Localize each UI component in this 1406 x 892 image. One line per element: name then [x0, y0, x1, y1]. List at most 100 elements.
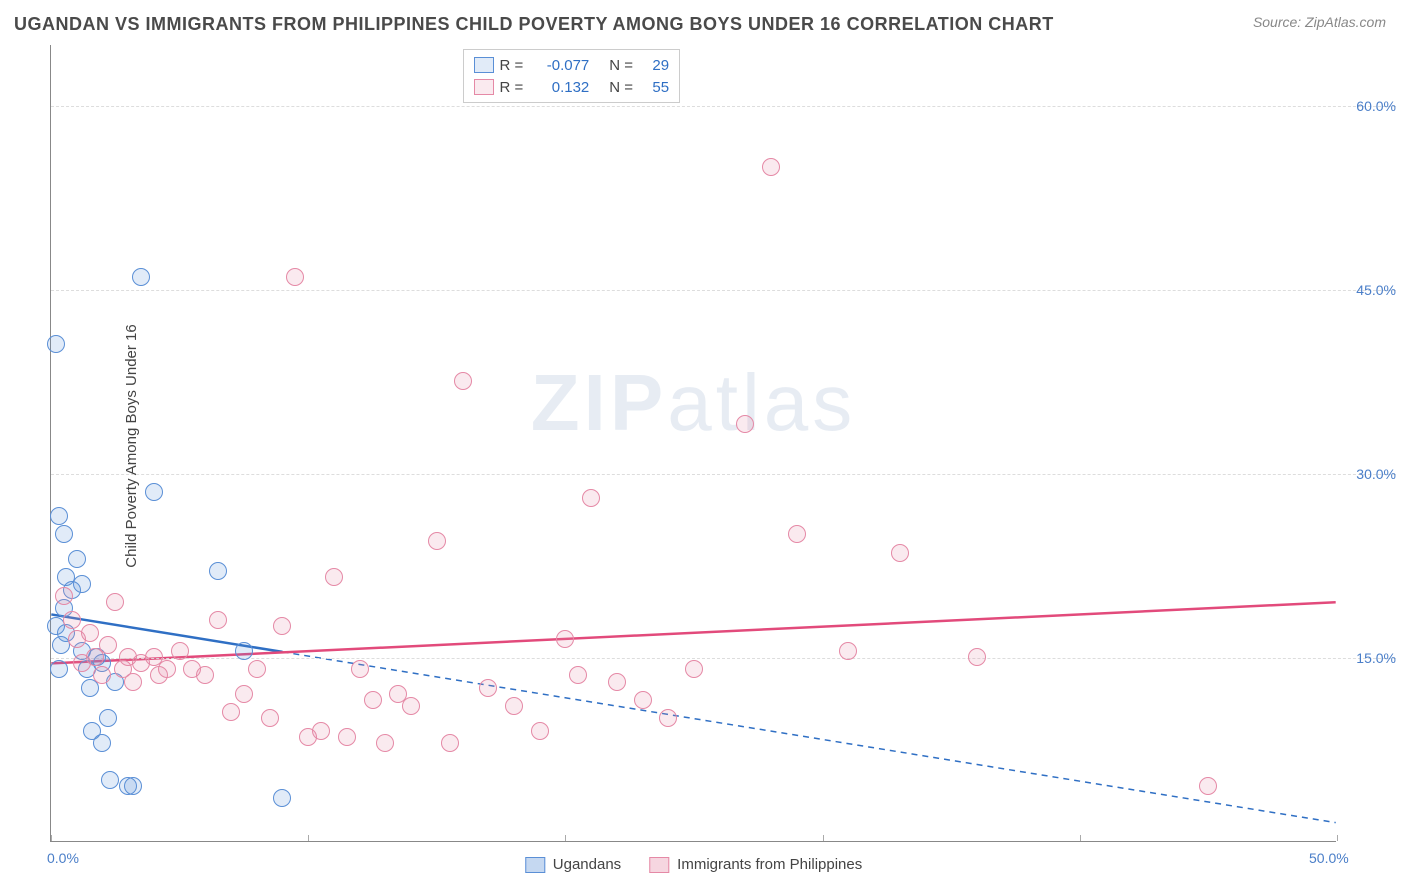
scatter-point	[685, 660, 703, 678]
scatter-point	[106, 593, 124, 611]
legend-row: R = 0.132 N = 55	[474, 76, 670, 98]
chart-container: UGANDAN VS IMMIGRANTS FROM PHILIPPINES C…	[0, 0, 1406, 892]
scatter-point	[839, 642, 857, 660]
scatter-point	[569, 666, 587, 684]
watermark: ZIPatlas	[531, 357, 856, 449]
legend-label: Ugandans	[553, 856, 621, 873]
legend-swatch	[474, 79, 494, 95]
x-tick-label: 50.0%	[1309, 850, 1349, 866]
scatter-point	[582, 489, 600, 507]
legend-item-philippines: Immigrants from Philippines	[649, 856, 862, 873]
scatter-point	[261, 709, 279, 727]
scatter-point	[93, 666, 111, 684]
r-value: -0.077	[529, 57, 589, 74]
n-value: 29	[639, 57, 669, 74]
x-tick	[823, 835, 824, 841]
scatter-point	[63, 611, 81, 629]
scatter-point	[659, 709, 677, 727]
scatter-point	[736, 415, 754, 433]
r-value: 0.132	[529, 79, 589, 96]
scatter-point	[55, 525, 73, 543]
x-tick-label: 0.0%	[47, 850, 79, 866]
legend-label: Immigrants from Philippines	[677, 856, 862, 873]
gridline-h	[51, 658, 1396, 659]
scatter-point	[338, 728, 356, 746]
scatter-point	[101, 771, 119, 789]
scatter-point	[171, 642, 189, 660]
legend-row: R = -0.077 N = 29	[474, 54, 670, 76]
scatter-point	[209, 611, 227, 629]
correlation-legend: R = -0.077 N = 29 R = 0.132 N = 55	[463, 49, 681, 103]
source-label: Source: ZipAtlas.com	[1253, 14, 1386, 30]
scatter-point	[505, 697, 523, 715]
series-legend: Ugandans Immigrants from Philippines	[525, 856, 862, 873]
scatter-point	[556, 630, 574, 648]
regression-lines	[51, 45, 1336, 841]
regression-line-dashed	[282, 652, 1335, 823]
legend-item-ugandans: Ugandans	[525, 856, 621, 873]
scatter-point	[50, 660, 68, 678]
scatter-point	[81, 624, 99, 642]
r-label: R =	[500, 57, 524, 74]
legend-swatch	[649, 857, 669, 873]
scatter-point	[788, 525, 806, 543]
scatter-point	[454, 372, 472, 390]
scatter-point	[248, 660, 266, 678]
watermark-bold: ZIP	[531, 358, 667, 447]
n-label: N =	[609, 79, 633, 96]
scatter-point	[47, 335, 65, 353]
n-value: 55	[639, 79, 669, 96]
scatter-point	[222, 703, 240, 721]
scatter-point	[351, 660, 369, 678]
scatter-point	[124, 673, 142, 691]
x-tick	[51, 835, 52, 841]
plot-area: ZIPatlas R =-0.077N =29R =0.132N =55 Uga…	[50, 45, 1336, 842]
scatter-point	[235, 685, 253, 703]
x-tick	[308, 835, 309, 841]
scatter-point	[209, 562, 227, 580]
scatter-point	[273, 789, 291, 807]
y-tick-label: 60.0%	[1356, 98, 1396, 114]
scatter-point	[762, 158, 780, 176]
n-label: N =	[609, 57, 633, 74]
x-tick	[1337, 835, 1338, 841]
legend-swatch	[474, 57, 494, 73]
chart-title: UGANDAN VS IMMIGRANTS FROM PHILIPPINES C…	[14, 14, 1054, 35]
scatter-point	[441, 734, 459, 752]
scatter-point	[99, 709, 117, 727]
scatter-point	[158, 660, 176, 678]
scatter-point	[479, 679, 497, 697]
scatter-point	[55, 587, 73, 605]
scatter-point	[364, 691, 382, 709]
gridline-h	[51, 474, 1396, 475]
scatter-point	[124, 777, 142, 795]
scatter-point	[235, 642, 253, 660]
scatter-point	[286, 268, 304, 286]
watermark-light: atlas	[667, 358, 856, 447]
legend-swatch	[525, 857, 545, 873]
y-tick-label: 45.0%	[1356, 282, 1396, 298]
x-tick	[1080, 835, 1081, 841]
scatter-point	[376, 734, 394, 752]
scatter-point	[50, 507, 68, 525]
scatter-point	[73, 575, 91, 593]
scatter-point	[325, 568, 343, 586]
scatter-point	[68, 550, 86, 568]
scatter-point	[428, 532, 446, 550]
y-tick-label: 15.0%	[1356, 650, 1396, 666]
scatter-point	[608, 673, 626, 691]
scatter-point	[145, 483, 163, 501]
r-label: R =	[500, 79, 524, 96]
scatter-point	[531, 722, 549, 740]
scatter-point	[1199, 777, 1217, 795]
scatter-point	[99, 636, 117, 654]
scatter-point	[93, 734, 111, 752]
scatter-point	[634, 691, 652, 709]
y-tick-label: 30.0%	[1356, 466, 1396, 482]
gridline-h	[51, 290, 1396, 291]
x-tick	[565, 835, 566, 841]
scatter-point	[402, 697, 420, 715]
gridline-h	[51, 106, 1396, 107]
scatter-point	[312, 722, 330, 740]
scatter-point	[891, 544, 909, 562]
